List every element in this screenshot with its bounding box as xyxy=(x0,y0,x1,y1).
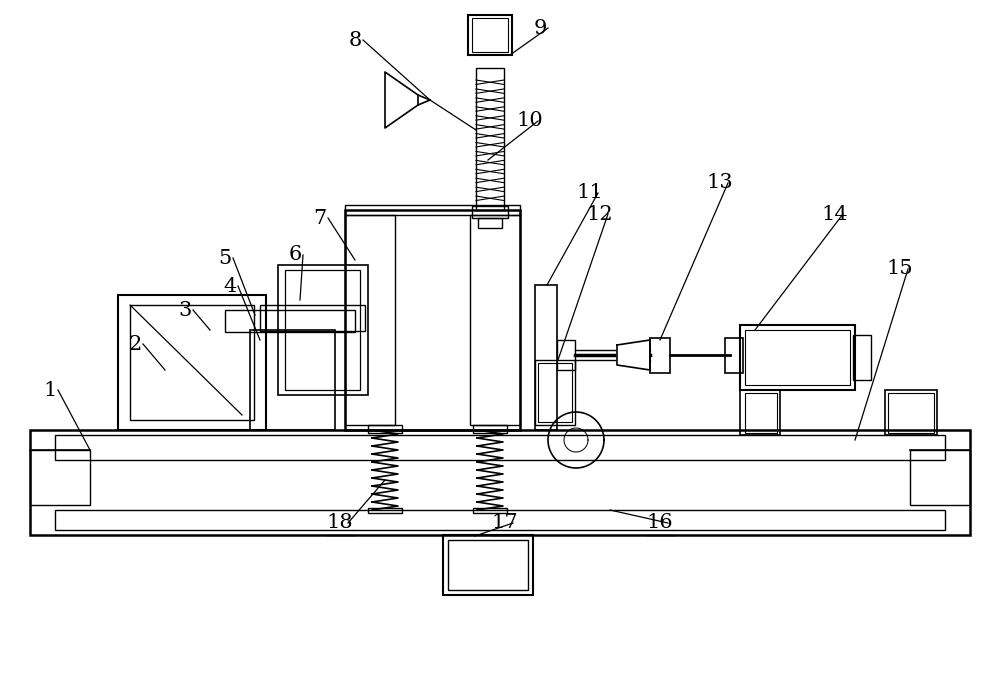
Text: 3: 3 xyxy=(178,301,192,319)
Bar xyxy=(650,338,670,373)
Text: 17: 17 xyxy=(492,513,518,533)
Bar xyxy=(30,430,970,535)
Bar xyxy=(448,540,528,590)
Bar xyxy=(888,393,934,433)
Bar xyxy=(538,363,572,422)
Bar xyxy=(250,330,335,430)
Bar xyxy=(535,360,575,425)
Bar xyxy=(745,393,777,433)
Bar xyxy=(345,215,395,425)
Bar xyxy=(368,425,402,433)
Bar xyxy=(472,206,508,218)
Bar xyxy=(260,305,365,331)
Text: 9: 9 xyxy=(533,19,547,38)
Text: 8: 8 xyxy=(348,30,362,50)
Text: 4: 4 xyxy=(223,277,237,296)
Text: 13: 13 xyxy=(707,173,733,193)
Bar xyxy=(225,310,355,332)
Text: 16: 16 xyxy=(647,513,673,533)
Bar xyxy=(478,218,502,228)
Bar xyxy=(740,325,855,390)
Bar xyxy=(473,425,507,433)
Bar xyxy=(345,210,520,430)
Text: 7: 7 xyxy=(313,208,327,228)
Text: 15: 15 xyxy=(887,259,913,279)
Text: 6: 6 xyxy=(288,246,302,264)
Bar xyxy=(118,295,266,430)
Text: 5: 5 xyxy=(218,248,232,268)
Bar xyxy=(725,338,743,373)
Bar xyxy=(740,390,780,435)
Bar xyxy=(476,68,504,210)
Bar xyxy=(535,285,557,430)
Bar xyxy=(885,390,937,435)
Bar xyxy=(853,335,871,380)
Bar xyxy=(473,508,507,513)
Text: 1: 1 xyxy=(43,380,57,400)
Bar xyxy=(55,435,945,460)
Text: 10: 10 xyxy=(517,111,543,131)
Bar xyxy=(468,15,512,55)
Bar xyxy=(470,215,520,425)
Polygon shape xyxy=(617,340,650,370)
Bar xyxy=(443,535,533,595)
Bar xyxy=(30,450,90,505)
Bar xyxy=(368,508,402,513)
Bar xyxy=(345,205,520,215)
Bar xyxy=(55,510,945,530)
Bar xyxy=(557,340,575,370)
Bar xyxy=(130,305,254,420)
Bar xyxy=(745,330,850,385)
Text: 2: 2 xyxy=(128,334,142,354)
Text: 14: 14 xyxy=(822,204,848,224)
Text: 11: 11 xyxy=(577,184,603,202)
Bar xyxy=(278,265,368,395)
Text: 12: 12 xyxy=(587,204,613,224)
Bar xyxy=(910,450,970,505)
Text: 18: 18 xyxy=(327,513,353,533)
Bar xyxy=(285,270,360,390)
Bar xyxy=(472,18,508,52)
